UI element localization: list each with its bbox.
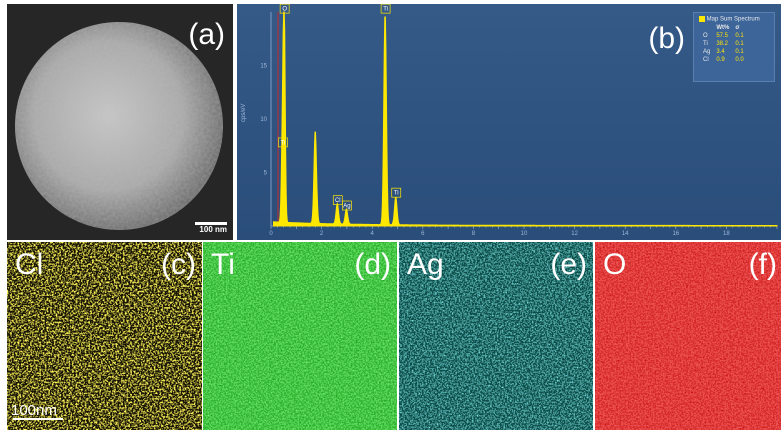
row-wt: 57.5 <box>716 32 729 39</box>
x-tick-label: 18 <box>723 231 730 237</box>
row-element: Cl <box>703 56 709 63</box>
ti-elemental-map <box>203 242 397 430</box>
panel-label-b: (b) <box>648 22 685 55</box>
peak-label: Ag <box>343 204 350 210</box>
x-tick-label: 4 <box>371 231 375 237</box>
x-tick-label: 8 <box>472 231 476 237</box>
y-axis-label: cps/eV <box>241 104 247 122</box>
panel-label-a: (a) <box>188 18 225 51</box>
y-tick-label: 5 <box>264 171 268 177</box>
map-element-label-ag: Ag <box>407 248 444 281</box>
peak-label-box <box>342 200 352 211</box>
peak-label-box <box>278 137 288 148</box>
row-wt: 3.4 <box>716 48 725 55</box>
legend-swatch <box>699 16 705 22</box>
x-tick-label: 16 <box>672 231 679 237</box>
sem-image-panel: (a) 100 nm <box>7 4 233 240</box>
row-sigma: 0.1 <box>735 48 744 55</box>
x-tick-label: 0 <box>269 231 273 237</box>
x-tick-label: 6 <box>421 231 425 237</box>
peak-label-box <box>391 187 402 198</box>
row-wt: 0.9 <box>716 56 725 63</box>
col-header-wt: Wt% <box>716 24 730 31</box>
composition-table: Wt% σ O 57.5 0.1 Ti 38.2 0.1 Ag 3.4 0.1 … <box>700 24 747 64</box>
ag-map-panel: Ag (e) <box>399 242 593 430</box>
row-sigma: 0.0 <box>735 56 744 63</box>
table-row: Ti 38.2 0.1 <box>700 40 747 48</box>
map-element-label-ti: Ti <box>211 248 235 281</box>
panel-label-c: (c) <box>161 248 196 281</box>
eds-spectrum-panel: cps/eV 5 10 15 0 2 4 6 8 10 12 14 16 18 O Ti Cl Ag Ti Ti… <box>237 4 781 240</box>
x-tick-label: 10 <box>521 231 528 237</box>
ti-map-panel: Ti (d) <box>203 242 397 430</box>
o-map-panel: O (f) <box>595 242 781 430</box>
table-row: Ag 3.4 0.1 <box>700 48 747 56</box>
x-tick-label: 2 <box>320 231 324 237</box>
cl-map-panel: Cl (c) 100nm <box>7 242 202 430</box>
sem-particle-image <box>7 4 233 240</box>
row-wt: 38.2 <box>716 40 729 47</box>
peak-label: O <box>282 7 287 13</box>
peak-label-box <box>332 195 343 206</box>
map-element-label-o: O <box>603 248 627 281</box>
panel-label-d: (d) <box>354 248 391 281</box>
y-tick-label: 15 <box>260 64 267 70</box>
x-tick-label: 14 <box>622 231 629 237</box>
map-element-label-cl: Cl <box>15 248 44 281</box>
peak-label: Ti <box>383 7 388 13</box>
peak-label-box <box>380 4 391 14</box>
map-scalebar-label: 100nm <box>11 402 57 419</box>
y-tick-label: 10 <box>260 117 267 123</box>
row-element: Ag <box>703 48 711 55</box>
row-element: O <box>703 32 708 39</box>
peak-label: Ti <box>280 140 285 146</box>
peak-label: Ti <box>394 191 399 197</box>
ag-elemental-map <box>399 242 593 430</box>
map-scalebar <box>13 418 63 420</box>
legend-title: Map Sum Spectrum <box>706 16 760 23</box>
table-row: Cl 0.9 0.0 <box>700 56 747 64</box>
row-element: Ti <box>703 40 708 47</box>
col-header-sigma: σ <box>735 24 740 31</box>
peak-label-box <box>279 4 290 14</box>
sem-scalebar <box>195 222 227 225</box>
peak-label: Cl <box>335 198 341 204</box>
panel-label-e: (e) <box>550 248 587 281</box>
spectrum-legend: Map Sum Spectrum Wt% σ O 57.5 0.1 Ti 38.… <box>693 12 775 82</box>
o-elemental-map <box>595 242 781 430</box>
spectrum-series <box>272 11 778 227</box>
row-sigma: 0.1 <box>735 40 744 47</box>
panel-label-f: (f) <box>748 248 777 281</box>
sem-scalebar-label: 100 nm <box>199 225 227 234</box>
cl-elemental-map <box>7 242 202 430</box>
x-tick-label: 12 <box>571 231 578 237</box>
table-row: O 57.5 0.1 <box>700 32 747 40</box>
row-sigma: 0.1 <box>735 32 744 39</box>
